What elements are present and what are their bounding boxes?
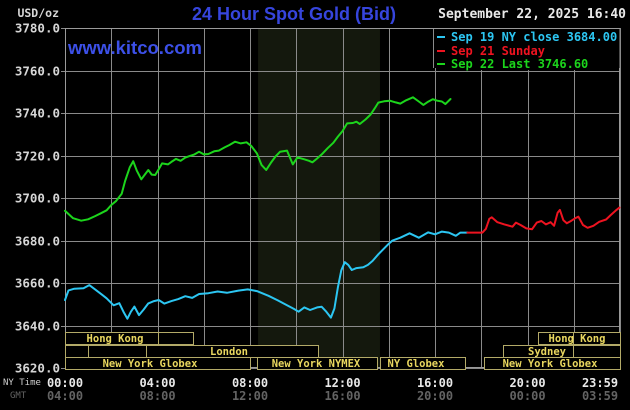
legend-item-label: Sep 19 NY close 3684.00 [451, 30, 618, 44]
session-label: New York Globex [503, 358, 599, 370]
x-tick-ny-label: 23:59 [582, 376, 618, 390]
x-tick-gmt-label: 08:00 [139, 389, 175, 403]
y-tick-label: 3740.0 [15, 106, 60, 121]
legend-item-sep22: Sep 22 Last 3746.60 [437, 57, 617, 71]
session-label: New York Globex [103, 358, 199, 370]
x-tick-ny-label: 20:00 [509, 376, 545, 390]
series-line [64, 230, 469, 320]
x-tick-gmt-label: 00:00 [509, 389, 545, 403]
session-label: Hong Kong [87, 333, 144, 345]
x-tick-gmt-label: 03:59 [582, 389, 618, 403]
y-tick-label: 3640.0 [15, 319, 60, 334]
legend-item-label: Sep 21 Sunday [451, 43, 545, 58]
session-label: Hong Kong [549, 333, 606, 345]
cyan-dash-icon [437, 36, 445, 38]
x-tick-gmt-label: 12:00 [232, 389, 268, 403]
legend-item-sep19: Sep 19 NY close 3684.00 [437, 30, 618, 44]
chart-datetime: September 22, 2025 16:40 [438, 7, 626, 22]
x-tick-gmt-label: 04:00 [47, 389, 83, 403]
y-tick-label: 3760.0 [15, 64, 60, 79]
session-box [65, 345, 89, 358]
x-tick-ny-label: 12:00 [324, 376, 360, 390]
y-tick-label: 3680.0 [15, 234, 60, 249]
series-line [466, 206, 621, 234]
session-label: Sydney [528, 346, 567, 358]
session-label: NY Globex [388, 358, 446, 370]
y-tick-label: 3720.0 [15, 149, 60, 164]
red-dash-icon [437, 49, 445, 52]
x-tick-ny-label: 04:00 [139, 376, 175, 390]
green-dash-icon [437, 63, 445, 65]
session-box [538, 332, 621, 345]
series-line [64, 96, 452, 222]
y-tick-label: 3660.0 [15, 276, 60, 291]
y-tick-label: 3620.0 [15, 361, 60, 376]
x-tick-ny-label: 00:00 [47, 376, 83, 390]
session-box [65, 357, 251, 370]
session-box [484, 357, 621, 370]
unit-label: USD/oz [17, 6, 59, 20]
session-box [257, 357, 378, 370]
session-box [380, 357, 466, 370]
kitco-watermark: www.kitco.com [68, 37, 202, 58]
gmt-axis-label: GMT [10, 391, 27, 401]
chart-title: 24 Hour Spot Gold (Bid) [192, 4, 396, 24]
x-tick-ny-label: 16:00 [417, 376, 453, 390]
legend-item-sep21: Sep 21 Sunday [437, 43, 617, 58]
session-box [65, 332, 194, 345]
session-label: New York NYMEX [272, 358, 361, 370]
x-tick-gmt-label: 16:00 [324, 389, 360, 403]
legend-item-label: Sep 22 Last 3746.60 [451, 57, 589, 71]
y-tick-label: 3780.0 [15, 21, 60, 36]
legend: Sep 19 NY close 3684.00 Sep 21 Sunday Se… [437, 30, 618, 71]
x-tick-gmt-label: 20:00 [417, 389, 453, 403]
y-tick-label: 3700.0 [15, 191, 60, 206]
session-label: London [210, 346, 248, 358]
ny-time-axis-label: NY Time [3, 378, 41, 388]
session-box [88, 345, 147, 358]
x-tick-ny-label: 08:00 [232, 376, 268, 390]
